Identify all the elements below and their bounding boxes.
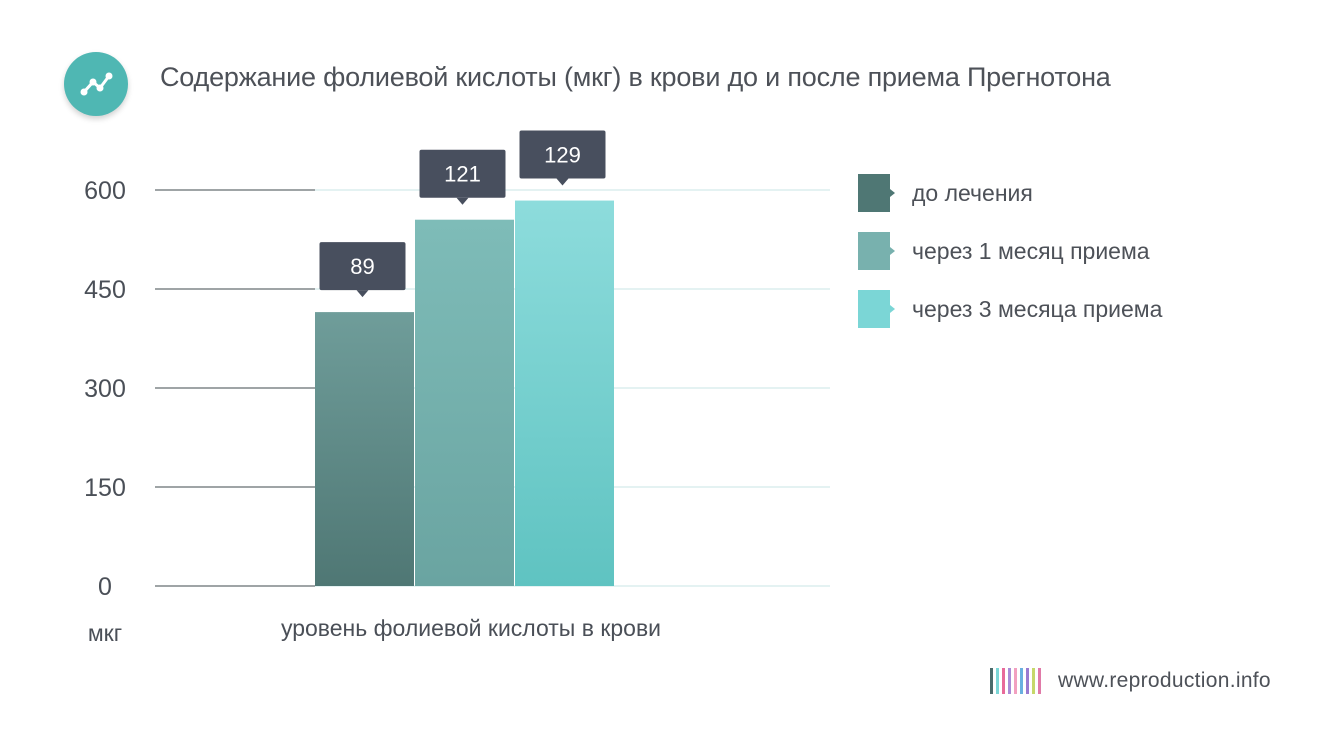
legend-label: через 1 месяц приема: [912, 238, 1150, 264]
logo-stripe: [1002, 668, 1005, 694]
callout-box: [419, 149, 506, 198]
data-label: 121: [419, 149, 506, 205]
logo-stripe: [996, 668, 999, 694]
y-tick-label: 600: [84, 177, 126, 205]
logo-stripe: [1008, 668, 1011, 694]
bar: [515, 200, 614, 586]
data-label-text: 129: [544, 143, 581, 168]
logo-stripe: [1020, 668, 1023, 694]
data-label: 129: [519, 130, 606, 186]
data-label: 89: [319, 242, 406, 298]
y-tick-label: 450: [84, 276, 126, 304]
site-logo: [990, 668, 1044, 694]
data-label-text: 89: [350, 254, 374, 279]
chart-title: Содержание фолиевой кислоты (мкг) в кров…: [160, 62, 1111, 92]
y-axis-label: мкг: [88, 620, 122, 646]
callout-box: [519, 130, 606, 179]
logo-stripe: [990, 668, 993, 694]
site-url: www.reproduction.info: [1058, 669, 1271, 692]
logo-stripe: [1014, 668, 1017, 694]
legend-label: через 3 месяца приема: [912, 296, 1163, 322]
legend-swatch: [858, 290, 895, 328]
logo-stripe: [1026, 668, 1029, 694]
x-category-label: уровень фолиевой кислоты в крови: [281, 615, 661, 641]
callout-pointer: [356, 290, 369, 298]
data-label-text: 121: [444, 162, 481, 187]
legend-label: до лечения: [912, 180, 1033, 206]
logo-stripe: [1038, 668, 1041, 694]
legend-swatch: [858, 174, 895, 212]
y-tick-label: 300: [84, 375, 126, 403]
callout-pointer: [456, 197, 469, 205]
callout-box: [319, 242, 406, 291]
legend-swatch: [858, 232, 895, 270]
bar: [315, 312, 414, 586]
callout-pointer: [556, 178, 569, 186]
y-tick-label: 0: [98, 573, 112, 601]
line-chart-icon: [64, 52, 128, 116]
y-tick-label: 150: [84, 474, 126, 502]
logo-stripe: [1032, 668, 1035, 694]
bar: [415, 219, 514, 586]
